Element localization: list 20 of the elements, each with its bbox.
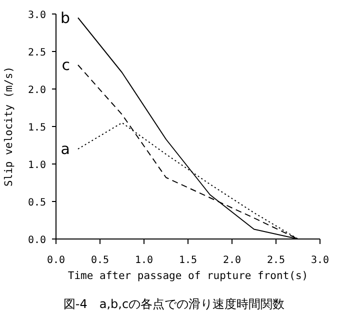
y-tick-label: 1.5 bbox=[28, 122, 46, 134]
y-tick-label: 1.0 bbox=[28, 160, 46, 171]
series-label: c bbox=[62, 56, 70, 74]
x-tick-label: 0.0 bbox=[46, 255, 66, 266]
x-tick-label: 3.0 bbox=[310, 255, 330, 266]
x-tick-label: 1.5 bbox=[178, 255, 198, 266]
x-axis-title: Time after passage of rupture front(s) bbox=[68, 270, 308, 282]
x-tick-label: 1.0 bbox=[134, 255, 154, 266]
y-tick-label: 0.5 bbox=[28, 198, 46, 208]
y-tick-label: 2.5 bbox=[28, 48, 46, 58]
y-tick-label: 2.0 bbox=[28, 85, 46, 96]
y-tick-label: 0.0 bbox=[28, 235, 46, 246]
x-tick-label: 0.5 bbox=[90, 255, 110, 266]
y-axis-title: Slip velocity (m/s) bbox=[3, 66, 15, 187]
text: 図-4 a,b,cの各点での滑り速度時間関数 bbox=[63, 297, 285, 311]
series-label: a bbox=[60, 140, 70, 158]
y-tick-label: 3.0 bbox=[28, 10, 46, 21]
x-tick-label: 2.0 bbox=[222, 255, 242, 266]
series-label: b bbox=[60, 8, 70, 27]
x-tick-label: 2.5 bbox=[266, 255, 286, 266]
